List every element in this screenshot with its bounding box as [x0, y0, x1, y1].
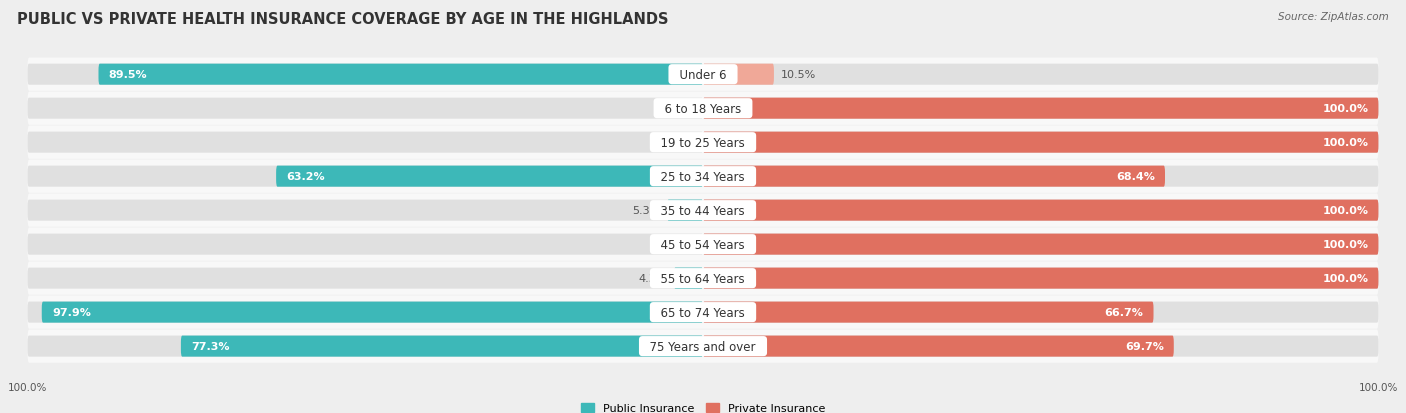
Text: 77.3%: 77.3% [191, 341, 229, 351]
FancyBboxPatch shape [703, 200, 1378, 221]
Text: 5.3%: 5.3% [633, 206, 661, 216]
Text: 55 to 64 Years: 55 to 64 Years [654, 272, 752, 285]
FancyBboxPatch shape [28, 262, 1378, 295]
FancyBboxPatch shape [703, 166, 1378, 187]
FancyBboxPatch shape [28, 330, 1378, 363]
Legend: Public Insurance, Private Insurance: Public Insurance, Private Insurance [576, 399, 830, 413]
FancyBboxPatch shape [703, 64, 773, 85]
Text: 97.9%: 97.9% [52, 307, 91, 317]
FancyBboxPatch shape [181, 336, 703, 357]
Text: 100.0%: 100.0% [1322, 273, 1368, 283]
FancyBboxPatch shape [703, 132, 1378, 153]
Text: 10.5%: 10.5% [780, 70, 815, 80]
FancyBboxPatch shape [703, 336, 1174, 357]
Text: 0.0%: 0.0% [668, 240, 696, 249]
Text: 0.0%: 0.0% [668, 138, 696, 148]
Text: 45 to 54 Years: 45 to 54 Years [654, 238, 752, 251]
FancyBboxPatch shape [98, 64, 703, 85]
FancyBboxPatch shape [703, 64, 1378, 85]
Text: 6 to 18 Years: 6 to 18 Years [657, 102, 749, 115]
Text: 35 to 44 Years: 35 to 44 Years [654, 204, 752, 217]
Text: 66.7%: 66.7% [1105, 307, 1143, 317]
FancyBboxPatch shape [28, 234, 703, 255]
FancyBboxPatch shape [668, 200, 703, 221]
FancyBboxPatch shape [28, 126, 1378, 159]
FancyBboxPatch shape [28, 194, 1378, 227]
FancyBboxPatch shape [28, 228, 1378, 261]
FancyBboxPatch shape [28, 160, 1378, 193]
Text: 4.3%: 4.3% [638, 273, 668, 283]
FancyBboxPatch shape [28, 296, 1378, 329]
FancyBboxPatch shape [28, 92, 1378, 126]
FancyBboxPatch shape [28, 64, 703, 85]
FancyBboxPatch shape [703, 336, 1378, 357]
Text: PUBLIC VS PRIVATE HEALTH INSURANCE COVERAGE BY AGE IN THE HIGHLANDS: PUBLIC VS PRIVATE HEALTH INSURANCE COVER… [17, 12, 668, 27]
FancyBboxPatch shape [703, 132, 1378, 153]
Text: 100.0%: 100.0% [1322, 206, 1368, 216]
FancyBboxPatch shape [28, 132, 703, 153]
Text: 100.0%: 100.0% [1322, 138, 1368, 148]
Text: Under 6: Under 6 [672, 69, 734, 81]
FancyBboxPatch shape [703, 234, 1378, 255]
Text: Source: ZipAtlas.com: Source: ZipAtlas.com [1278, 12, 1389, 22]
FancyBboxPatch shape [703, 302, 1153, 323]
Text: 19 to 25 Years: 19 to 25 Years [654, 136, 752, 149]
FancyBboxPatch shape [703, 98, 1378, 119]
FancyBboxPatch shape [28, 166, 703, 187]
Text: 89.5%: 89.5% [108, 70, 148, 80]
FancyBboxPatch shape [28, 98, 703, 119]
FancyBboxPatch shape [703, 302, 1378, 323]
Text: 0.0%: 0.0% [668, 104, 696, 114]
FancyBboxPatch shape [673, 268, 703, 289]
FancyBboxPatch shape [703, 200, 1378, 221]
Text: 69.7%: 69.7% [1125, 341, 1164, 351]
FancyBboxPatch shape [28, 336, 703, 357]
FancyBboxPatch shape [703, 98, 1378, 119]
Text: 100.0%: 100.0% [1322, 104, 1368, 114]
FancyBboxPatch shape [28, 268, 703, 289]
Text: 68.4%: 68.4% [1116, 172, 1154, 182]
Text: 100.0%: 100.0% [1322, 240, 1368, 249]
Text: 63.2%: 63.2% [287, 172, 325, 182]
FancyBboxPatch shape [28, 200, 703, 221]
FancyBboxPatch shape [703, 166, 1166, 187]
Text: 75 Years and over: 75 Years and over [643, 340, 763, 353]
FancyBboxPatch shape [28, 302, 703, 323]
FancyBboxPatch shape [276, 166, 703, 187]
Text: 65 to 74 Years: 65 to 74 Years [654, 306, 752, 319]
Text: 25 to 34 Years: 25 to 34 Years [654, 170, 752, 183]
FancyBboxPatch shape [703, 234, 1378, 255]
FancyBboxPatch shape [703, 268, 1378, 289]
FancyBboxPatch shape [42, 302, 703, 323]
FancyBboxPatch shape [28, 58, 1378, 92]
FancyBboxPatch shape [703, 268, 1378, 289]
